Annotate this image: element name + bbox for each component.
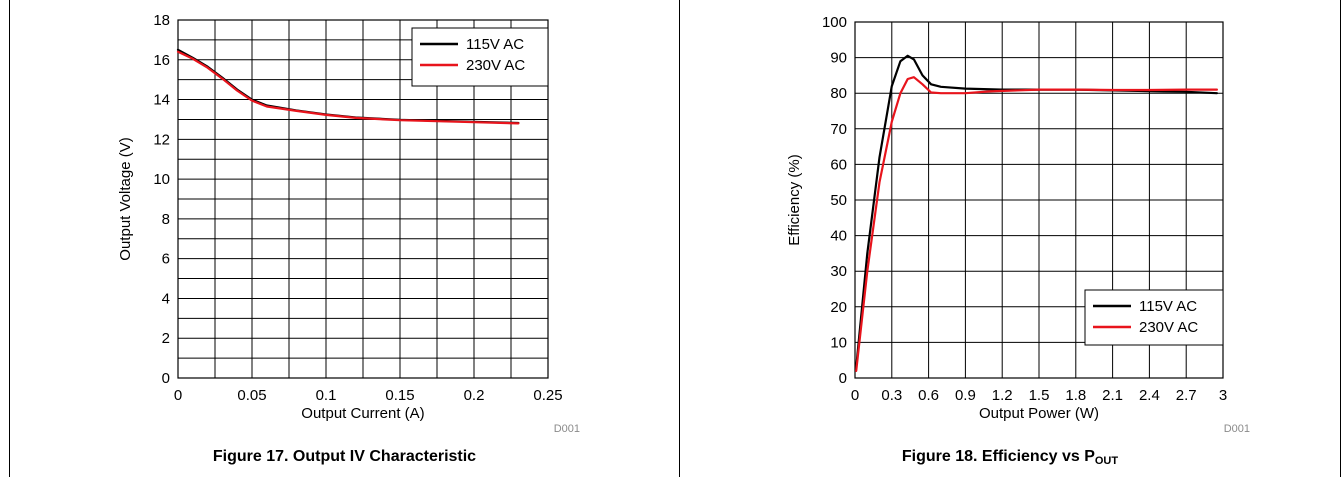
figure-caption: Figure 18. Efficiency vs POUT (680, 448, 1340, 467)
plot-frame (177, 19, 549, 379)
chart-output-iv: 0 0.05 0.1 0.15 0.2 0.25 0 2 4 6 8 10 12 14 16 18 Output… (117, 12, 580, 435)
figure-code: D001 (554, 423, 580, 435)
legend-box (411, 27, 549, 87)
series-line-230v (176, 50, 520, 125)
y-tick-label: 8 (162, 211, 170, 228)
x-tick-label: 2.7 (1176, 387, 1197, 404)
y-tick-label: 14 (153, 92, 170, 109)
y-axis-label: Efficiency (%) (786, 154, 803, 245)
x-tick-label: 1.5 (1029, 387, 1050, 404)
caption-text: Figure 18. Efficiency vs P (901, 448, 1095, 465)
x-tick-label: 0.2 (464, 387, 485, 404)
x-tick-label: 3 (1219, 387, 1227, 404)
caption-text: Figure 17. Output IV Characteristic (212, 448, 477, 465)
y-tick-label: 16 (153, 52, 170, 69)
y-tick-label: 30 (830, 263, 847, 280)
y-tick-label: 6 (162, 251, 170, 268)
figure-caption: Figure 17. Output IV Characteristic (10, 448, 679, 467)
x-tick-label: 2.1 (1102, 387, 1123, 404)
legend-label: 115V AC (1139, 298, 1197, 315)
x-tick-label: 0.6 (918, 387, 939, 404)
legend: 115V AC 230V AC (1084, 289, 1224, 346)
x-axis-label: Output Power (W) (979, 405, 1099, 422)
y-tick-label: 10 (830, 334, 847, 351)
x-tick-label: 0.1 (316, 387, 337, 404)
y-tick-label: 60 (830, 156, 847, 173)
y-tick-label: 2 (162, 330, 170, 347)
legend: 115V AC 230V AC (411, 27, 549, 87)
x-tick-label: 0.25 (533, 387, 562, 404)
y-tick-label: 18 (153, 12, 170, 29)
x-tick-label: 0 (174, 387, 182, 404)
x-tick-label: 2.4 (1139, 387, 1160, 404)
y-tick-label: 90 (830, 50, 847, 67)
x-tick-label: 0 (851, 387, 859, 404)
caption-subscript: OUT (1094, 455, 1119, 467)
legend-label: 230V AC (1139, 319, 1198, 336)
legend-box (1084, 289, 1224, 346)
y-axis-label: Output Voltage (V) (117, 137, 134, 260)
figure-panel-iv: 0 0.05 0.1 0.15 0.2 0.25 0 2 4 6 8 10 12 14 16 18 Output… (10, 0, 679, 477)
chart-efficiency: 0 0.3 0.6 0.9 1.2 1.5 1.8 2.1 2.4 2.7 301020304050… (786, 14, 1250, 435)
y-tick-label: 80 (830, 85, 847, 102)
plot-frame (854, 21, 1224, 379)
figure-panel-efficiency: 0 0.3 0.6 0.9 1.2 1.5 1.8 2.1 2.4 2.7 3 0 10 20 30 40 50… (680, 0, 1340, 477)
x-tick-label: 0.3 (881, 387, 902, 404)
x-tick-label: 0.05 (237, 387, 266, 404)
y-tick-label: 50 (830, 192, 847, 209)
y-tick-label: 0 (162, 370, 170, 387)
y-tick-label: 10 (153, 171, 170, 188)
frame-left-border (9, 0, 10, 477)
legend-label: 230V AC (466, 57, 525, 74)
series-line-230v (855, 76, 1218, 372)
y-tick-label: 70 (830, 121, 847, 138)
y-tick-label: 0 (839, 370, 847, 387)
x-tick-label: 0.15 (385, 387, 414, 404)
y-tick-label: 100 (822, 14, 847, 31)
x-tick-label: 1.8 (1065, 387, 1086, 404)
y-tick-label: 12 (153, 131, 170, 148)
y-tick-label: 4 (162, 290, 170, 307)
legend-label: 115V AC (466, 36, 524, 53)
x-tick-label: 1.2 (992, 387, 1013, 404)
y-tick-label: 40 (830, 228, 847, 245)
figure-code: D001 (1224, 423, 1250, 435)
frame-divider (679, 0, 680, 477)
x-tick-label: 0.9 (955, 387, 976, 404)
y-tick-label: 20 (830, 299, 847, 316)
x-axis-label: Output Current (A) (301, 405, 424, 422)
